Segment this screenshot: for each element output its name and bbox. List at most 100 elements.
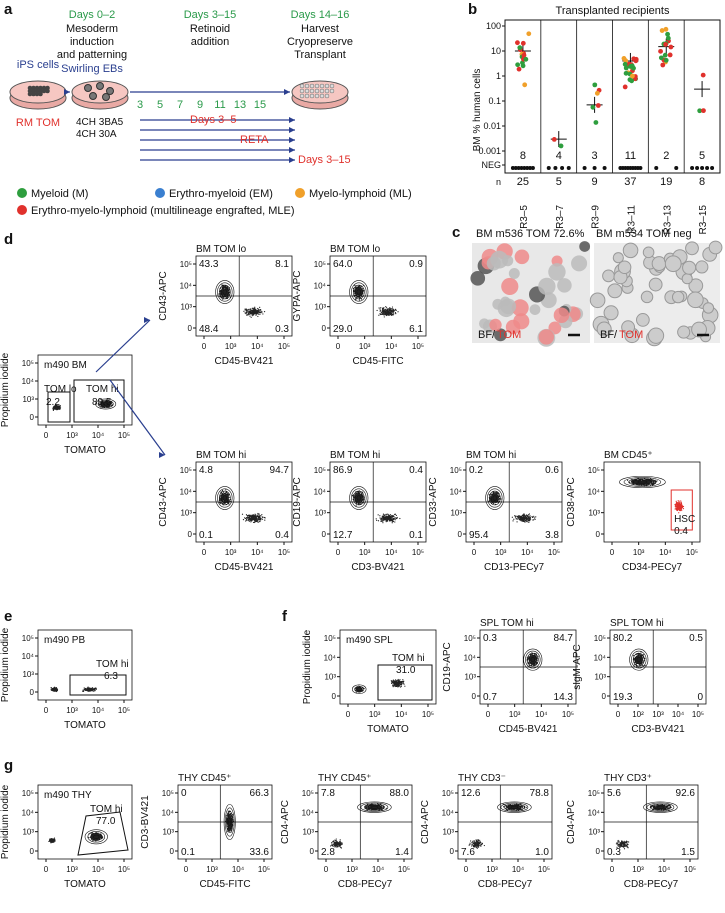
recipient-dot [665,35,671,41]
x-axis-label: TOMATO [367,724,409,735]
x-tick: 0 [202,548,207,557]
y-tick: 10³ [22,670,34,679]
event-dot [677,506,680,508]
days-label: Days 3–15 [184,9,237,21]
event-dot [399,679,401,681]
bf-label: BF/ [600,329,618,341]
event-dot [255,514,257,516]
event-dot [246,519,248,522]
event-dot [254,517,256,519]
main-arrow-head [284,89,290,95]
quadrant-value: 4.8 [199,465,213,476]
cell [324,93,330,99]
event-dot [257,307,259,310]
x-tick: 10⁵ [412,548,424,557]
event-dot [359,497,361,499]
event-dot [105,403,107,406]
y-axis-label: Propidium iodide [0,352,11,427]
cell [617,260,632,275]
recipient-dot [592,82,598,88]
event-dot [256,520,258,523]
event-dot [635,480,637,483]
event-dot [228,503,230,505]
neg-dot [638,166,643,170]
cell [514,249,530,265]
contour [215,280,235,304]
recipient-dot [558,143,564,149]
cell [640,290,654,304]
event-dot [251,308,253,310]
event-dot [246,314,248,317]
event-dot [382,513,385,515]
n-count: 5 [556,176,562,188]
event-dot [375,518,377,520]
event-dot [387,308,389,310]
y-tick: 10⁴ [22,652,35,661]
cell [622,242,639,259]
event-dot [55,404,57,406]
cell [489,318,502,332]
event-dot [358,299,361,301]
cell [470,271,486,286]
event-dot [526,514,528,516]
event-dot [494,496,496,498]
event-dot [250,521,252,523]
event-dot [494,498,497,500]
step-text: Mesoderm [66,23,118,35]
panel-letter-f: f [282,608,288,625]
event-dot [262,313,264,315]
recipient-dot [521,52,527,58]
y-tick: 1 [496,71,501,81]
y-axis-label: CD43-APC [158,477,169,526]
y-tick: 10⁵ [314,260,326,269]
gate-label: HSC [674,514,695,525]
cell [557,278,572,293]
recipient-dot [658,55,664,61]
event-dot [390,682,393,684]
cell [702,302,715,314]
event-dot [54,406,56,409]
event-dot [389,311,392,313]
event-dot [58,405,60,408]
event-dot [516,521,518,523]
event-dot [51,689,53,691]
event-dot [247,309,249,311]
event-dot [653,480,655,482]
event-dot [250,309,252,312]
event-dot [256,515,259,518]
neg-dot [528,166,533,170]
event-dot [640,481,642,483]
event-dot [110,404,113,407]
event-dot [221,291,223,293]
days-label: Days 0–2 [69,9,115,21]
event-dot [384,308,387,311]
event-dot [376,519,378,522]
event-dot [263,311,266,313]
cell [664,255,682,273]
y-tick: 10⁵ [588,466,600,475]
recipient-dot [701,108,706,114]
event-dot [351,494,354,497]
x-tick: 10³ [359,548,371,557]
event-dot [54,690,56,692]
event-dot [681,507,683,509]
cell [691,321,707,338]
y-tick: 10⁴ [450,487,463,496]
cell [27,91,33,97]
step-text: Cryopreserve [287,36,353,48]
event-dot [383,307,385,309]
event-dot [249,311,251,314]
n-count: 37 [624,176,636,188]
n-count: 9 [592,176,598,188]
x-tick: R3–7 [555,205,566,229]
x-tick: 10⁴ [521,548,534,557]
event-dot [390,312,393,314]
y-tick: 10⁵ [324,634,336,643]
event-dot [93,688,96,690]
day-tick: 13 [234,99,246,111]
event-dot [675,507,677,509]
event-dot [227,287,229,290]
y-axis-label: CD38-APC [566,477,577,526]
recipient-dot [658,48,663,54]
